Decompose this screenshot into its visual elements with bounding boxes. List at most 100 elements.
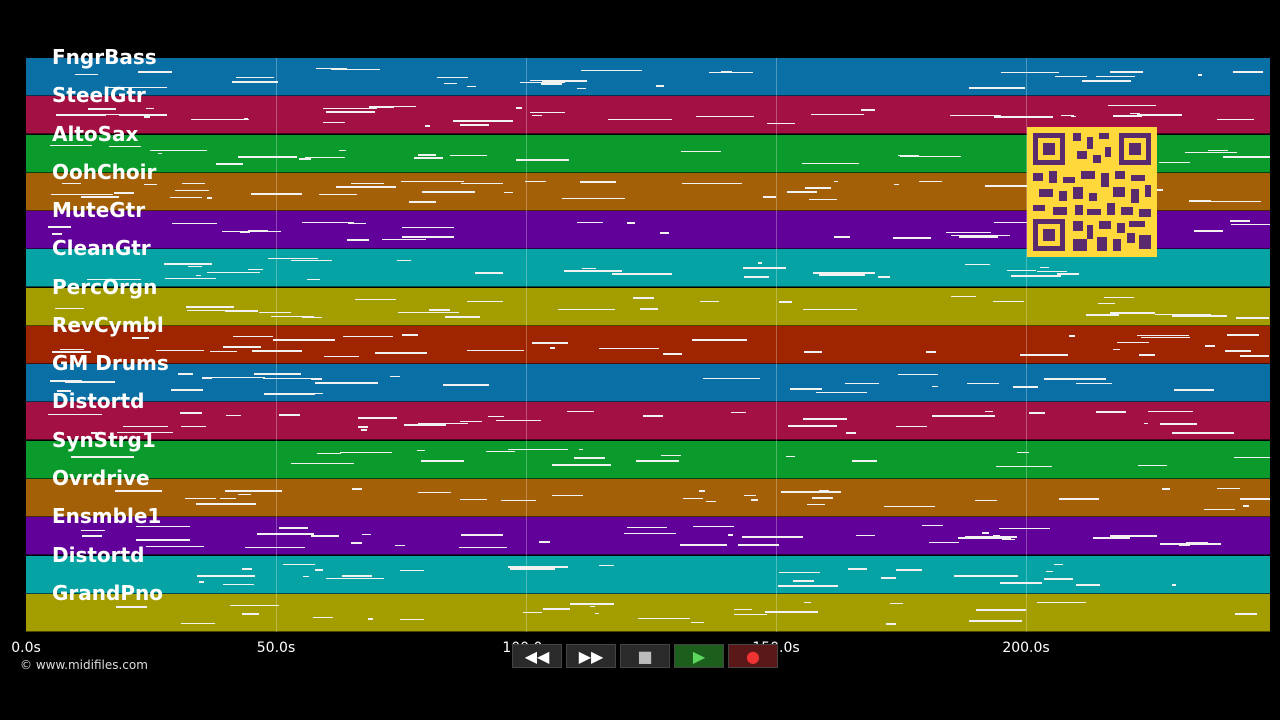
track-lane[interactable] bbox=[26, 517, 1270, 556]
note-mark bbox=[751, 498, 758, 501]
note-mark bbox=[1093, 536, 1130, 539]
note-mark bbox=[789, 387, 823, 390]
note-mark bbox=[805, 187, 832, 190]
note-mark bbox=[1171, 315, 1227, 318]
play-button[interactable]: ▶ bbox=[674, 644, 724, 668]
note-mark bbox=[763, 195, 776, 198]
note-mark bbox=[884, 506, 936, 508]
note-mark bbox=[1217, 118, 1255, 120]
note-mark bbox=[487, 415, 505, 417]
note-mark bbox=[1059, 497, 1099, 500]
track-name: Distortd bbox=[52, 542, 145, 567]
note-mark bbox=[172, 222, 218, 224]
note-mark bbox=[1160, 543, 1221, 546]
note-mark bbox=[48, 226, 72, 228]
track-lane[interactable] bbox=[26, 364, 1270, 403]
note-mark bbox=[315, 67, 347, 69]
note-mark bbox=[1112, 115, 1142, 118]
note-mark bbox=[50, 194, 114, 196]
note-mark bbox=[326, 577, 385, 579]
note-mark bbox=[515, 107, 522, 110]
note-mark bbox=[599, 348, 660, 350]
note-mark bbox=[247, 229, 269, 231]
note-mark bbox=[778, 584, 838, 587]
note-mark bbox=[894, 183, 900, 185]
note-mark bbox=[1204, 344, 1216, 347]
note-mark bbox=[241, 567, 252, 570]
note-mark bbox=[216, 162, 244, 165]
note-mark bbox=[195, 274, 201, 276]
track-lane[interactable] bbox=[26, 58, 1270, 96]
note-mark bbox=[81, 535, 103, 538]
note-mark bbox=[696, 115, 755, 117]
fast-forward-button[interactable]: ▶▶ bbox=[566, 644, 616, 668]
note-mark bbox=[810, 113, 865, 115]
rewind-button[interactable]: ◀◀ bbox=[512, 644, 562, 668]
note-mark bbox=[144, 116, 150, 119]
note-mark bbox=[1110, 535, 1158, 538]
note-mark bbox=[878, 276, 891, 279]
note-mark bbox=[230, 604, 280, 606]
note-mark bbox=[361, 428, 367, 431]
note-mark bbox=[314, 382, 379, 385]
note-mark bbox=[1033, 354, 1053, 356]
note-mark bbox=[633, 296, 655, 299]
note-mark bbox=[1242, 504, 1249, 507]
note-mark bbox=[485, 451, 515, 453]
note-mark bbox=[834, 236, 851, 239]
note-mark bbox=[851, 460, 878, 463]
note-mark bbox=[1230, 220, 1251, 223]
note-mark bbox=[180, 426, 206, 428]
note-mark bbox=[209, 351, 237, 353]
note-mark bbox=[925, 350, 937, 353]
track-name: SteelGtr bbox=[52, 83, 146, 108]
track-lane[interactable] bbox=[26, 593, 1270, 632]
note-mark bbox=[245, 546, 306, 548]
note-mark bbox=[744, 276, 769, 279]
note-mark bbox=[185, 498, 216, 500]
note-mark bbox=[233, 336, 273, 338]
track-lane[interactable] bbox=[26, 478, 1270, 517]
note-mark bbox=[460, 123, 490, 126]
note-mark bbox=[808, 199, 837, 201]
note-mark bbox=[59, 349, 85, 351]
note-mark bbox=[1098, 303, 1116, 305]
note-mark bbox=[802, 308, 857, 310]
note-mark bbox=[55, 307, 85, 309]
note-mark bbox=[460, 421, 483, 423]
track-lane[interactable] bbox=[26, 325, 1270, 364]
note-mark bbox=[562, 197, 609, 199]
note-mark bbox=[408, 200, 437, 203]
stop-button[interactable]: ■ bbox=[620, 644, 670, 668]
note-mark bbox=[311, 378, 323, 381]
note-mark bbox=[306, 278, 320, 280]
note-mark bbox=[706, 501, 716, 503]
note-mark bbox=[330, 68, 380, 70]
note-mark bbox=[199, 581, 204, 584]
track-lane[interactable] bbox=[26, 402, 1270, 441]
note-mark bbox=[743, 266, 786, 269]
piano-roll[interactable] bbox=[26, 58, 1270, 632]
record-button[interactable]: ● bbox=[728, 644, 778, 668]
note-mark bbox=[813, 272, 876, 275]
track-name: Distortd bbox=[52, 389, 145, 414]
note-mark bbox=[291, 259, 333, 261]
note-mark bbox=[118, 114, 168, 117]
note-mark bbox=[222, 345, 262, 348]
note-mark bbox=[928, 542, 959, 544]
note-mark bbox=[1096, 76, 1136, 78]
track-lane[interactable] bbox=[26, 287, 1270, 326]
track-lane[interactable] bbox=[26, 555, 1270, 594]
track-name: PercOrgn bbox=[52, 274, 158, 299]
track-lane[interactable] bbox=[26, 440, 1270, 479]
note-mark bbox=[1061, 115, 1074, 117]
note-mark bbox=[680, 150, 722, 152]
note-mark bbox=[1011, 274, 1061, 277]
note-mark bbox=[503, 192, 514, 194]
note-mark bbox=[381, 239, 426, 241]
play-icon: ▶ bbox=[692, 646, 706, 666]
note-mark bbox=[283, 564, 315, 566]
note-mark bbox=[450, 155, 488, 156]
note-mark bbox=[563, 269, 622, 272]
note-mark bbox=[428, 309, 451, 312]
